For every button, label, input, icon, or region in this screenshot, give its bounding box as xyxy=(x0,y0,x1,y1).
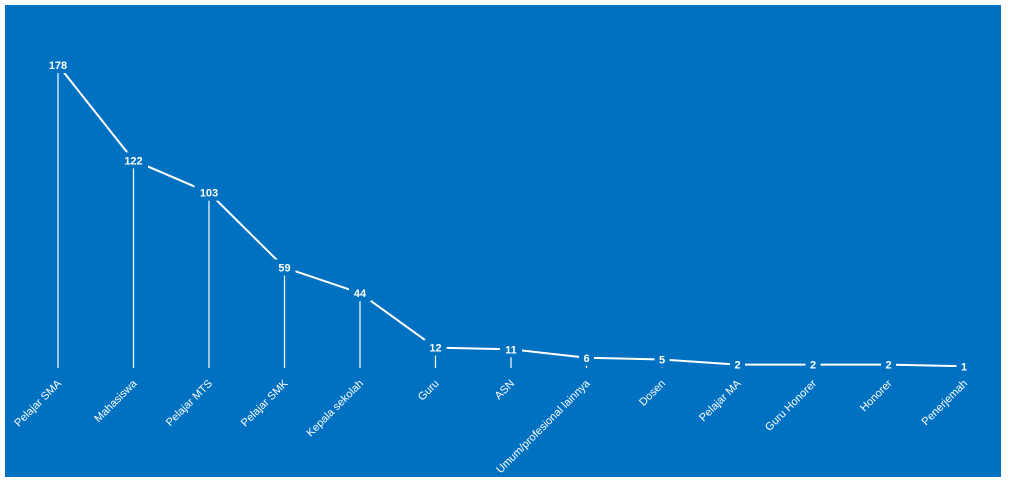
data-labels: 178 122 103 59 44 12 11 6 5 2 2 2 1 xyxy=(43,57,972,375)
data-label-text: 103 xyxy=(200,188,218,200)
data-label-box xyxy=(194,184,224,201)
data-label-box xyxy=(730,356,745,373)
data-label-box xyxy=(579,349,594,366)
data-label-text: 44 xyxy=(354,288,367,300)
data-label-box xyxy=(654,351,670,368)
data-label-text: 178 xyxy=(49,60,67,72)
data-label-text: 59 xyxy=(278,263,290,275)
chart-background xyxy=(5,5,1001,477)
data-label-box xyxy=(349,285,371,302)
data-label: 2 xyxy=(805,356,821,373)
data-label: 1 xyxy=(956,358,972,375)
data-label-text: 12 xyxy=(429,343,441,355)
data-label-box xyxy=(43,57,73,73)
data-label-text: 6 xyxy=(583,353,589,365)
data-label-text: 2 xyxy=(885,360,891,372)
data-label-box xyxy=(119,152,148,169)
data-label: 6 xyxy=(579,349,594,366)
data-label: 11 xyxy=(500,341,522,358)
data-label: 2 xyxy=(730,356,745,373)
data-label: 2 xyxy=(881,356,896,373)
data-label-box xyxy=(424,339,447,356)
data-label: 103 xyxy=(194,184,224,201)
data-label: 178 xyxy=(43,57,73,73)
data-label-box xyxy=(881,356,896,373)
data-label-text: 2 xyxy=(810,360,816,372)
data-label-box xyxy=(956,358,972,375)
data-label: 122 xyxy=(119,152,148,169)
data-label-text: 122 xyxy=(124,155,142,167)
data-label-text: 11 xyxy=(505,344,517,356)
data-label: 5 xyxy=(654,351,670,368)
data-label-text: 2 xyxy=(734,360,740,372)
data-label-text: 5 xyxy=(659,354,665,366)
data-label: 12 xyxy=(424,339,447,356)
data-label-text: 1 xyxy=(961,361,967,373)
data-label-box xyxy=(500,341,522,358)
data-label: 59 xyxy=(273,259,296,276)
data-label-box xyxy=(273,259,296,276)
data-label: 44 xyxy=(349,285,371,302)
data-label-box xyxy=(805,356,821,373)
